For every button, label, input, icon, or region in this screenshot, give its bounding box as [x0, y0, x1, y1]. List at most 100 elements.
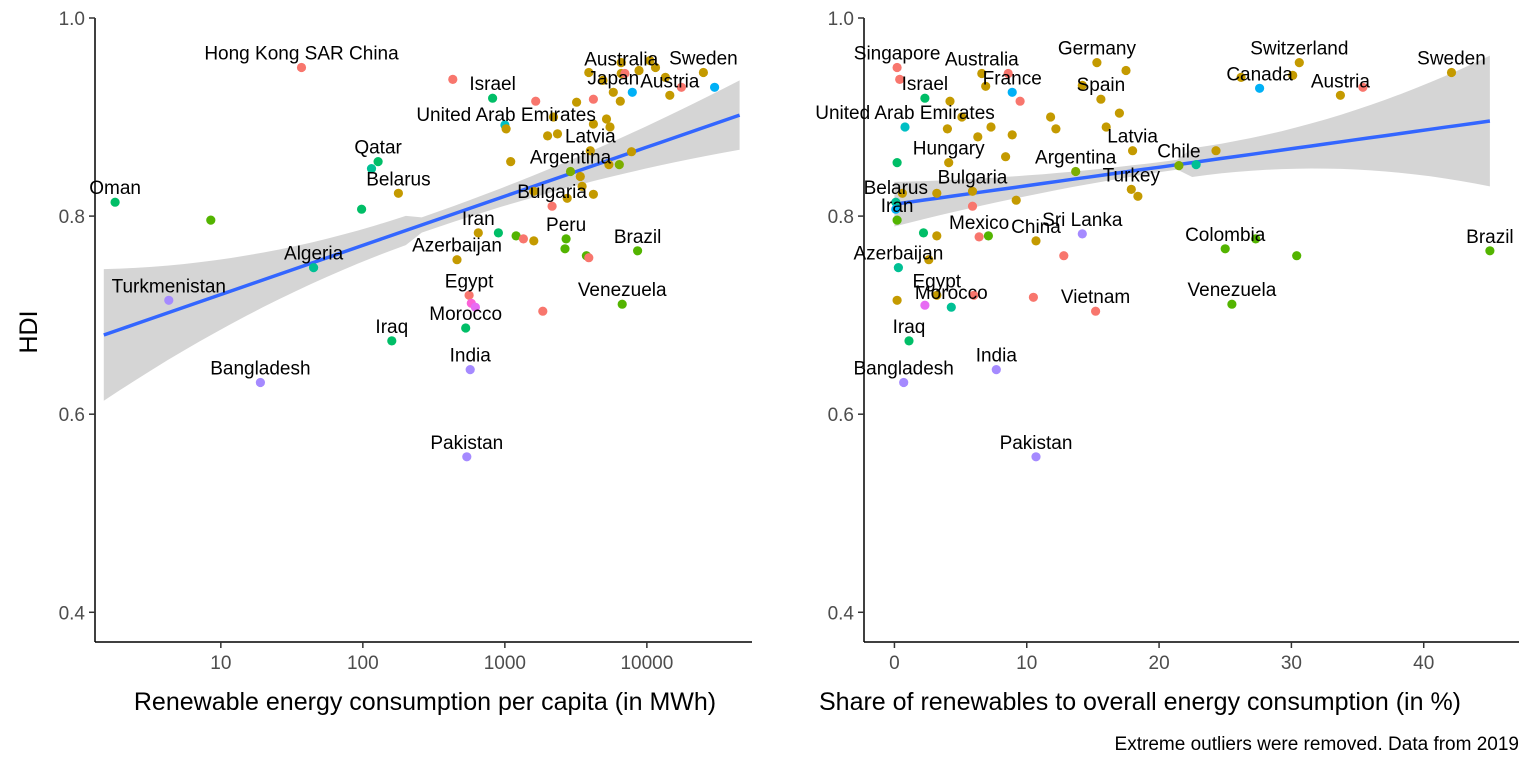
right-point-label: Vietnam [1061, 287, 1130, 308]
left-data-point [206, 215, 216, 225]
right-data-point [991, 365, 1001, 375]
left-data-point [698, 67, 709, 78]
right-data-point [1485, 246, 1495, 256]
right-data-point [924, 255, 934, 265]
left-data-point [620, 68, 630, 79]
right-data-point [986, 122, 996, 132]
left-data-point [633, 246, 643, 256]
left-point-label: Oman [89, 178, 141, 199]
right-point-label: Mexico [949, 213, 1009, 234]
right-point-label: Turkey [1103, 165, 1161, 186]
right-data-point [957, 112, 967, 122]
left-data-point [577, 181, 587, 191]
left-point-label: Latvia [565, 127, 616, 148]
left-point-label: Hong Kong SAR China [204, 44, 399, 65]
right-data-point [920, 300, 930, 310]
right-data-point [1220, 244, 1230, 254]
left-point-label: Iraq [375, 317, 408, 338]
right-point-label: Colombia [1185, 225, 1266, 246]
right-data-point [1031, 236, 1041, 246]
left-x-axis-title: Renewable energy consumption per capita … [134, 688, 716, 716]
left-data-point [393, 188, 403, 198]
right-data-point [942, 124, 953, 134]
left-data-point [473, 228, 483, 238]
right-data-point [1046, 112, 1056, 122]
left-data-point [531, 96, 541, 106]
right-data-point [1011, 195, 1021, 205]
right-point-label: Chile [1157, 142, 1200, 163]
left-data-point [634, 65, 644, 76]
right-point-label: India [976, 346, 1018, 367]
right-point-label: Israel [902, 74, 948, 95]
right-point-label: Latvia [1107, 127, 1158, 148]
right-point-label: Azerbaijan [854, 244, 944, 265]
right-data-point [1015, 96, 1025, 106]
right-x-tick-label: 40 [1413, 653, 1434, 674]
right-data-point [1007, 130, 1017, 140]
left-data-point [588, 119, 599, 129]
right-data-point [1003, 68, 1013, 79]
right-data-point [1292, 251, 1302, 261]
right-data-point [932, 231, 942, 241]
right-x-axis-title: Share of renewables to overall energy co… [819, 688, 1461, 716]
right-data-point [1255, 83, 1265, 93]
left-data-point [547, 201, 557, 211]
left-data-point [255, 377, 265, 388]
left-confidence-band [103, 80, 740, 401]
right-data-point [945, 96, 955, 106]
left-point-label: Australia [584, 50, 658, 71]
right-data-point [981, 81, 991, 91]
right-point-label: Iran [881, 196, 914, 217]
left-point-label: Turkmenistan [112, 276, 226, 297]
left-point-label: Belarus [366, 169, 430, 190]
left-point-label: Venezuela [578, 280, 667, 301]
right-point-label: Bulgaria [938, 167, 1008, 188]
right-data-point [918, 228, 929, 238]
right-point-label: Sri Lanka [1042, 210, 1123, 231]
left-y-tick-label: 0.4 [59, 603, 86, 624]
right-data-point [967, 186, 978, 196]
left-data-point [676, 82, 687, 92]
right-data-point [1211, 146, 1221, 156]
right-data-point [944, 158, 954, 168]
right-data-point [969, 290, 979, 300]
right-data-point [1028, 292, 1038, 302]
right-point-label: Switzerland [1250, 39, 1348, 60]
right-point-label: Hungary [913, 139, 985, 160]
right-y-tick-label: 0.6 [828, 405, 854, 426]
right-y-tick-label: 0.8 [828, 207, 854, 228]
left-data-point [650, 62, 661, 73]
right-data-point [1121, 65, 1131, 76]
left-data-point [452, 255, 462, 265]
right-point-label: Pakistan [1000, 433, 1073, 454]
right-x-tick-label: 20 [1149, 653, 1170, 674]
right-data-point [973, 132, 983, 142]
left-data-point [614, 160, 624, 170]
left-data-point [575, 171, 585, 182]
right-data-point [897, 188, 908, 198]
left-data-point [626, 147, 637, 157]
right-data-point [1358, 82, 1368, 92]
left-data-point [518, 234, 529, 244]
left-point-label: Japan [587, 68, 639, 89]
left-data-point [462, 452, 472, 462]
left-data-point [548, 112, 559, 122]
right-point-label: Spain [1077, 75, 1126, 96]
right-data-point [1288, 70, 1298, 80]
left-point-label: Bulgaria [517, 182, 587, 203]
left-data-point [538, 306, 548, 316]
left-panel: Oman Turkmenistan Bangladesh Hong Kong SAR … [15, 9, 752, 716]
right-data-point [977, 68, 987, 79]
left-data-point [470, 302, 480, 312]
left-point-label: Algeria [284, 244, 344, 265]
left-data-point [464, 290, 474, 300]
left-data-point [616, 58, 626, 68]
right-point-label: Morocco [915, 283, 988, 304]
right-data-point [1092, 58, 1102, 68]
left-data-point [615, 96, 625, 106]
left-y-axis-title: HDI [15, 310, 43, 353]
left-data-point [561, 234, 571, 244]
left-point-label: Morocco [429, 304, 502, 325]
